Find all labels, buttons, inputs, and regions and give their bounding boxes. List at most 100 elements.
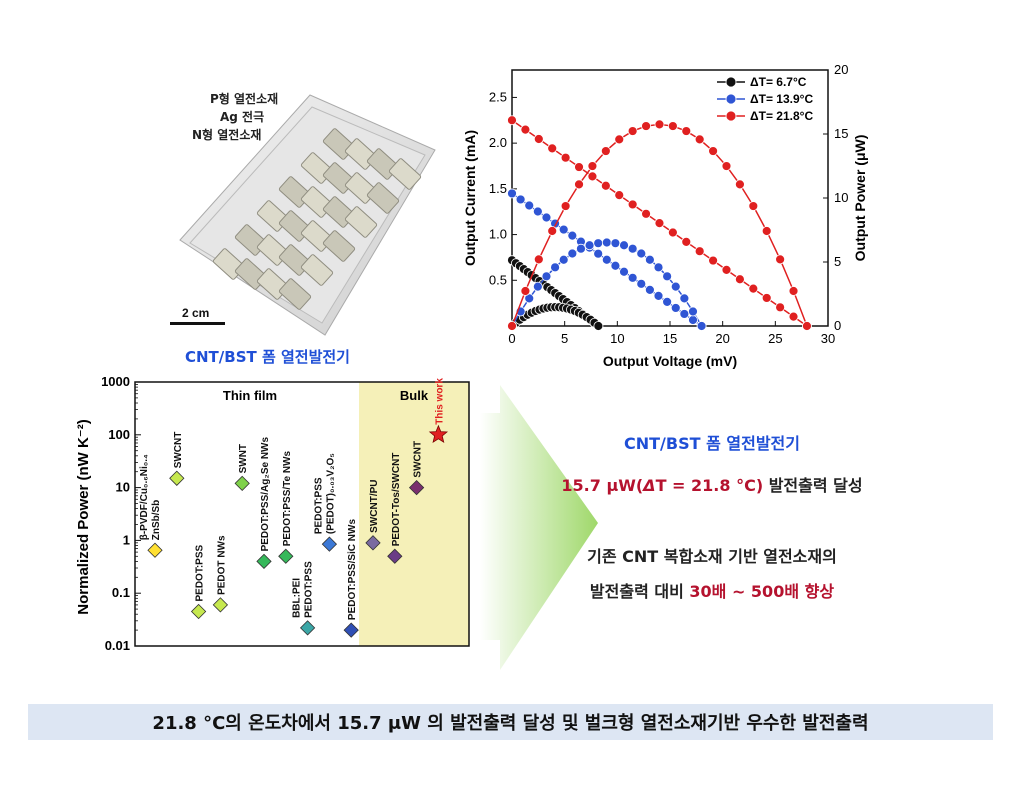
data-point [644,254,655,265]
y2-tick-label: 20 [834,62,848,77]
data-point [681,236,692,247]
data-point [507,321,517,331]
data-point [299,620,316,636]
p-type-label: P형 열전소재 [210,92,279,106]
point-label: PEDOT-Tos/SWCNT [391,453,402,547]
region-label-thin-film: Thin film [223,388,277,403]
data-point [533,254,544,265]
legend: ΔT= 6.7°C ΔT= 13.9°C ΔT= 21.8°C [717,75,813,123]
data-point [636,278,647,289]
data-point [721,161,732,171]
data-point [653,262,664,273]
electrode-label: Ag 전극 [220,110,265,124]
point-label: PEDOT:PSS/SiC NWs [347,519,358,621]
data-point [688,315,698,325]
data-point [343,622,359,638]
thermoelectric-tile [300,254,334,286]
data-point [507,115,517,126]
x-tick-label: 20 [715,331,729,346]
data-point [748,201,759,211]
data-point [190,603,207,620]
point-label-secondary: BBL:PEI [292,578,303,618]
data-point [775,302,786,313]
legend-marker [725,110,737,122]
y-axis-label: Normalized Power (nW K⁻²) [75,419,92,614]
data-point [654,218,665,229]
data-point [601,237,612,248]
iv-power-chart: 0 5 10 15 20 25 30 0.5 1.0 1.5 2.0 2.5 0 5 10 15 20 Outp… [462,62,868,369]
data-point [593,238,604,249]
point-label: SWCNT/PU [369,479,380,532]
y-tick-label: 1.5 [489,181,507,196]
data-point [775,254,786,265]
data-point [601,254,612,265]
data-point [802,321,812,331]
data-point [679,309,690,319]
x-axis-label: Output Voltage (mV) [603,353,737,369]
data-point [600,146,611,156]
y2-tick-label: 10 [834,190,848,205]
point-label: ZnSb/Sb [151,500,162,541]
legend-marker [725,76,737,88]
summary-comparison: 기존 CNT 복합소재 기반 열전소재의 [587,547,837,566]
data-point [696,321,707,331]
data-point [212,597,229,613]
data-point [627,199,638,210]
data-point [576,243,586,254]
thermoelectric-tile [388,158,422,190]
thermoelectric-tile [278,278,312,310]
data-point [584,240,595,251]
gradient-arrow [480,385,598,670]
y2-axis-label: Output Power (μW) [852,135,868,262]
data-point [636,248,647,259]
data-point [653,290,664,301]
x-tick-label: 30 [821,331,835,346]
x-tick-label: 15 [663,331,677,346]
point-label: PEDOT:PSS [195,545,206,602]
data-point [694,134,705,145]
data-point [614,134,625,145]
data-point [532,206,543,217]
data-point [681,126,692,136]
data-point [662,271,673,282]
data-point [574,179,584,190]
data-point [507,188,517,199]
y-tick-label: 0.1 [112,585,130,600]
data-point [619,266,629,277]
legend-label: ΔT= 21.8°C [750,109,813,123]
data-point [169,470,185,486]
plot-frame [134,381,470,647]
data-point [761,293,772,303]
point-label: SWNT [238,444,249,473]
data-point [541,271,552,282]
y-tick-label: 0.5 [489,272,507,287]
y2-tick-label: 0 [834,318,841,333]
data-point [614,190,625,200]
data-point [610,260,621,271]
data-point [567,248,578,259]
y-tick-label: 2.0 [489,135,507,150]
legend-label: ΔT= 6.7°C [750,75,807,89]
bulk-region [359,382,469,646]
point-label: SWCNT [413,441,424,478]
thermoelectric-elements [212,128,422,310]
data-point [667,227,678,238]
data-point [234,475,250,492]
point-label: PEDOT NWs [216,535,227,595]
data-point [667,121,678,131]
point-label: PEDOT:PSS/Ag₂Se NWs [260,437,271,552]
data-point [748,283,759,294]
x-tick-label: 5 [561,331,568,346]
data-point [654,119,665,130]
data-point [788,286,799,296]
y-tick-label: 1.0 [489,227,507,242]
legend-label: ΔT= 13.9°C [750,92,813,106]
photo-caption: CNT/BST 폼 열전발전기 [185,348,350,366]
data-point [321,536,338,552]
thermoelectric-tile [366,182,400,214]
point-label-secondary: PEDOT:PSS [313,477,324,534]
data-point [520,286,531,296]
x-tick-label: 0 [508,331,515,346]
data-point [644,284,655,295]
y-tick-label: 10 [116,480,130,495]
